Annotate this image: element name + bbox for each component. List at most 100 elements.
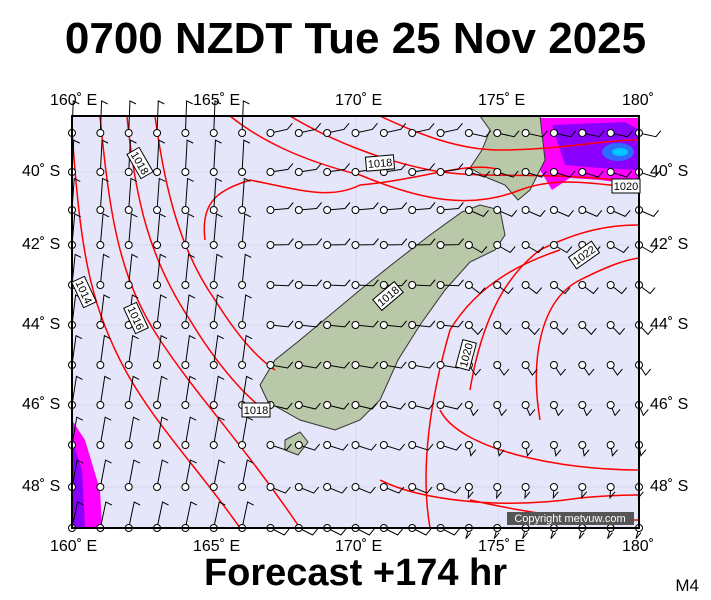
wind-barb	[184, 459, 197, 488]
station-marker	[436, 401, 445, 409]
wind-barb	[383, 320, 407, 328]
station-marker	[578, 483, 587, 491]
wind-barb-stations	[68, 100, 662, 539]
wind-barb	[298, 361, 322, 369]
station-marker	[351, 401, 360, 409]
wind-barb	[412, 486, 433, 494]
wind-barb	[525, 364, 538, 376]
wind-barb	[128, 100, 137, 134]
lat-label-right: 48˚ S	[650, 478, 689, 495]
wind-barb	[184, 139, 194, 173]
wind-barb	[241, 139, 251, 173]
station-marker	[266, 281, 275, 289]
wind-barb	[440, 279, 464, 287]
station-marker	[323, 241, 332, 249]
station-marker	[266, 441, 275, 449]
station-marker	[521, 206, 530, 214]
wind-barb	[497, 209, 518, 217]
station-marker	[436, 206, 445, 214]
wind-barb	[270, 361, 294, 369]
station-marker	[408, 441, 417, 449]
station-marker	[323, 321, 332, 329]
wind-barb	[638, 130, 662, 138]
station-marker	[153, 241, 162, 249]
station-marker	[379, 241, 388, 249]
station-marker	[323, 281, 332, 289]
station-marker	[294, 241, 303, 249]
wind-barb	[128, 334, 139, 366]
station-marker	[181, 361, 190, 369]
station-marker	[521, 241, 530, 249]
wind-barb	[270, 238, 294, 246]
wind-barb	[71, 375, 83, 406]
station-marker	[464, 241, 473, 249]
wind-barb	[99, 294, 111, 326]
station-marker	[549, 321, 558, 329]
wind-barb	[270, 279, 294, 287]
station-marker	[493, 361, 502, 369]
station-marker	[436, 281, 445, 289]
copyright-box: Copyright metvuw.com	[507, 512, 634, 525]
wind-barb	[355, 320, 379, 328]
lat-label-right: 40˚ S	[650, 163, 689, 180]
wind-barb	[184, 294, 196, 326]
station-marker	[96, 401, 105, 409]
wind-barb	[99, 213, 110, 246]
station-marker	[238, 241, 247, 249]
station-marker	[153, 483, 162, 491]
isobar-labels: 1018 1018 1014 1016 1018 1018 1020 1022 …	[71, 146, 641, 418]
station-marker	[549, 206, 558, 214]
station-marker	[379, 129, 388, 137]
station-marker	[351, 206, 360, 214]
station-marker	[323, 361, 332, 369]
station-marker	[294, 361, 303, 369]
station-marker	[464, 441, 473, 449]
wind-barb	[327, 163, 350, 173]
station-marker	[238, 168, 247, 176]
station-marker	[408, 129, 417, 137]
station-marker	[238, 321, 247, 329]
station-marker	[351, 281, 360, 289]
station-marker	[521, 168, 530, 176]
wind-barb	[610, 324, 626, 336]
station-marker	[436, 321, 445, 329]
station-marker	[464, 206, 473, 214]
station-marker	[351, 168, 360, 176]
station-marker	[294, 206, 303, 214]
wind-barb	[213, 459, 226, 488]
station-marker	[266, 206, 275, 214]
wind-barb	[213, 213, 223, 246]
lat-label-right: 44˚ S	[650, 316, 689, 333]
station-marker	[606, 321, 615, 329]
station-marker	[351, 241, 360, 249]
station-marker	[181, 321, 190, 329]
station-marker	[294, 129, 303, 137]
station-marker	[351, 129, 360, 137]
wind-barb	[496, 364, 510, 376]
wind-barb	[71, 253, 82, 286]
station-marker	[436, 361, 445, 369]
wind-barb	[440, 527, 460, 536]
station-marker	[181, 129, 190, 137]
lat-label-left: 46˚ S	[22, 396, 61, 413]
wind-barb	[553, 209, 574, 217]
station-marker	[493, 483, 502, 491]
wind-barb	[99, 375, 112, 406]
station-marker	[96, 129, 105, 137]
wind-barb	[128, 177, 138, 211]
wind-barb	[638, 244, 658, 254]
lon-label-bottom: 170˚ E	[335, 538, 383, 555]
wind-barb	[383, 361, 407, 369]
wind-barb	[213, 416, 225, 446]
station-marker	[323, 129, 332, 137]
wind-barb	[468, 170, 491, 178]
station-marker	[124, 241, 133, 249]
station-marker	[606, 441, 615, 449]
station-marker	[266, 241, 275, 249]
wind-barb	[270, 202, 294, 211]
lon-label-top: 160˚ E	[50, 92, 98, 109]
wind-barb	[610, 364, 623, 376]
wind-barb	[638, 364, 652, 376]
wind-barb	[468, 209, 489, 217]
wind-barb	[128, 416, 140, 446]
